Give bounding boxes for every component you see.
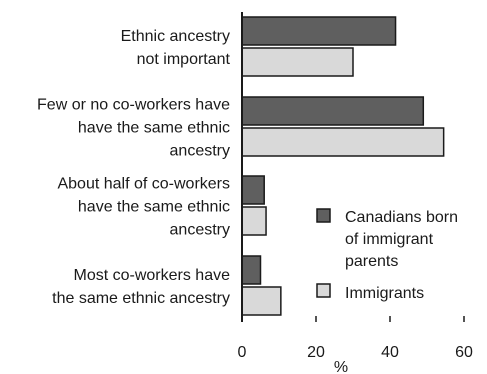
- category-label-2-line-2: have the same ethnic: [78, 120, 230, 137]
- category-label-4-line-2: the same ethnic ancestry: [52, 290, 230, 307]
- bar-series1-cat3: [241, 175, 265, 205]
- bars-layer: [241, 16, 445, 316]
- bar-series1-cat1: [241, 16, 397, 46]
- category-label-1-line-1: Ethnic ancestry: [121, 28, 230, 45]
- category-label-3-line-1: About half of co-workers: [57, 176, 230, 193]
- x-axis-ticks: 0 20 40 60: [238, 316, 473, 361]
- legend-label-1-line-2: of immigrant: [345, 231, 434, 248]
- category-labels: Ethnic ancestry not important Few or no co…: [37, 28, 231, 307]
- legend-label-2-line-1: Immigrants: [345, 285, 424, 302]
- legend-swatch-2: [316, 283, 331, 298]
- category-label-3-line-2: have the same ethnic: [78, 199, 230, 216]
- legend-swatch-1: [316, 208, 331, 223]
- x-tick-label-40: 40: [381, 344, 399, 361]
- x-tick-label-20: 20: [307, 344, 325, 361]
- category-label-2-line-3: ancestry: [170, 143, 230, 160]
- legend: Canadians born of immigrant parents Immigra…: [316, 208, 458, 302]
- bar-series2-cat2: [241, 127, 445, 157]
- bar-series2-cat3: [241, 206, 267, 236]
- x-axis-title: %: [334, 359, 348, 374]
- legend-label-1-line-1: Canadians born: [345, 209, 458, 226]
- bar-series1-cat2: [241, 96, 425, 126]
- category-label-1-line-2: not important: [137, 51, 231, 68]
- x-tick-label-0: 0: [238, 344, 247, 361]
- category-label-3-line-3: ancestry: [170, 222, 230, 239]
- category-label-2-line-1: Few or no co-workers have: [37, 97, 230, 114]
- legend-label-1-line-3: parents: [345, 253, 398, 270]
- bar-series1-cat4: [241, 255, 262, 285]
- x-tick-label-60: 60: [455, 344, 473, 361]
- category-label-4-line-1: Most co-workers have: [74, 267, 231, 284]
- bar-series2-cat1: [241, 47, 354, 77]
- bar-series2-cat4: [241, 286, 282, 316]
